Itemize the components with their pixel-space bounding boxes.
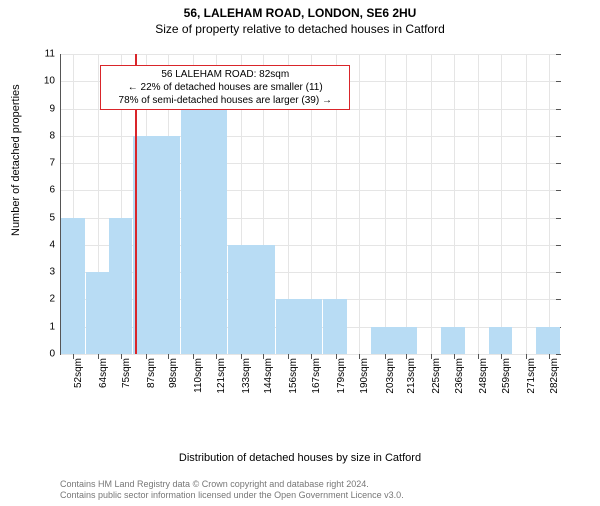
ytick-mark <box>556 354 561 355</box>
ytick-label: 4 <box>49 239 55 250</box>
histogram-bar <box>536 327 560 354</box>
histogram-bar <box>228 245 252 354</box>
xtick-label: 156sqm <box>288 358 299 394</box>
xtick-label: 52sqm <box>73 358 84 388</box>
xtick-label: 236sqm <box>454 358 465 394</box>
xtick-label: 64sqm <box>98 358 109 388</box>
gridline-v <box>406 54 407 354</box>
annotation-box: 56 LALEHAM ROAD: 82sqm← 22% of detached … <box>100 65 350 110</box>
histogram-bar <box>61 218 85 354</box>
gridline-v <box>501 54 502 354</box>
histogram-bar <box>204 109 228 354</box>
ytick-label: 10 <box>44 76 55 87</box>
ytick-mark <box>556 218 561 219</box>
histogram-bar <box>394 327 418 354</box>
gridline-v <box>454 54 455 354</box>
ytick-label: 6 <box>49 185 55 196</box>
histogram-bar <box>323 299 347 354</box>
gridline-v <box>478 54 479 354</box>
ytick-label: 11 <box>45 49 55 60</box>
annotation-line: 56 LALEHAM ROAD: 82sqm <box>105 68 345 81</box>
histogram-bar <box>156 136 180 354</box>
histogram-bar <box>251 245 275 354</box>
xtick-label: 190sqm <box>359 358 370 394</box>
ytick-label: 5 <box>49 212 55 223</box>
xtick-label: 121sqm <box>216 358 227 394</box>
xtick-label: 179sqm <box>336 358 347 394</box>
gridline-v <box>385 54 386 354</box>
histogram-bar <box>299 299 323 354</box>
xtick-label: 167sqm <box>311 358 322 394</box>
gridline-v <box>549 54 550 354</box>
page-title: 56, LALEHAM ROAD, LONDON, SE6 2HU <box>0 6 600 20</box>
xtick-label: 271sqm <box>526 358 537 394</box>
annotation-line: 78% of semi-detached houses are larger (… <box>105 94 345 107</box>
ytick-mark <box>556 136 561 137</box>
footnote-line-2: Contains public sector information licen… <box>60 490 580 502</box>
histogram-bar <box>489 327 513 354</box>
ytick-label: 3 <box>49 267 55 278</box>
annotation-line: ← 22% of detached houses are smaller (11… <box>105 81 345 94</box>
x-axis-label: Distribution of detached houses by size … <box>0 452 600 464</box>
chart-container: 0123456789101152sqm64sqm75sqm87sqm98sqm1… <box>60 54 560 414</box>
ytick-mark <box>556 54 561 55</box>
histogram-bar <box>86 272 110 354</box>
footnote-line-1: Contains HM Land Registry data © Crown c… <box>60 479 580 491</box>
footnote: Contains HM Land Registry data © Crown c… <box>60 479 580 502</box>
xtick-label: 87sqm <box>146 358 157 388</box>
ytick-mark <box>556 190 561 191</box>
xtick-label: 213sqm <box>406 358 417 394</box>
ytick-label: 1 <box>49 321 55 332</box>
histogram-bar <box>181 109 205 354</box>
histogram-bar <box>371 327 395 354</box>
gridline-v <box>526 54 527 354</box>
page-subtitle: Size of property relative to detached ho… <box>0 22 600 36</box>
ytick-label: 0 <box>49 349 55 360</box>
y-axis-label: Number of detached properties <box>10 84 22 236</box>
xtick-label: 259sqm <box>501 358 512 394</box>
xtick-label: 282sqm <box>549 358 560 394</box>
xtick-label: 248sqm <box>478 358 489 394</box>
ytick-mark <box>556 272 561 273</box>
gridline-v <box>431 54 432 354</box>
gridline-v <box>359 54 360 354</box>
ytick-mark <box>556 81 561 82</box>
ytick-label: 9 <box>49 103 55 114</box>
ytick-label: 2 <box>49 294 55 305</box>
xtick-label: 98sqm <box>168 358 179 388</box>
histogram-bar <box>441 327 465 354</box>
ytick-label: 8 <box>49 130 55 141</box>
xtick-label: 203sqm <box>385 358 396 394</box>
plot-area: 0123456789101152sqm64sqm75sqm87sqm98sqm1… <box>60 54 560 355</box>
histogram-bar <box>276 299 300 354</box>
ytick-mark <box>556 245 561 246</box>
xtick-label: 110sqm <box>193 358 204 393</box>
xtick-label: 133sqm <box>241 358 252 394</box>
xtick-label: 75sqm <box>121 358 132 388</box>
xtick-label: 144sqm <box>263 358 274 394</box>
ytick-mark <box>556 109 561 110</box>
xtick-label: 225sqm <box>431 358 442 394</box>
ytick-mark <box>556 163 561 164</box>
ytick-mark <box>556 299 561 300</box>
histogram-bar <box>109 218 133 354</box>
ytick-label: 7 <box>49 158 55 169</box>
